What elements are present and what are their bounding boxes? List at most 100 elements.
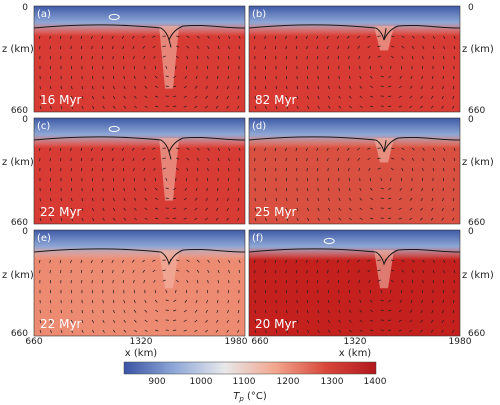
velocity-arrow [410,75,413,80]
velocity-arrow [380,289,383,294]
velocity-arrow [226,105,229,109]
velocity-arrow [206,299,208,304]
velocity-arrow [112,55,114,60]
velocity-arrow [112,187,115,192]
velocity-arrow [296,309,299,314]
velocity-arrow [443,45,445,50]
velocity-arrow [71,197,73,202]
x-tick-left-end: 1980 [225,337,248,347]
colorbar-label-sub: p [238,395,244,403]
velocity-arrow [369,187,373,191]
velocity-arrow [176,259,180,262]
velocity-arrow [215,217,219,221]
colorbar-tick: 1100 [233,377,256,387]
velocity-arrow [419,105,423,109]
velocity-arrow [207,55,209,60]
velocity-arrow [370,197,374,200]
velocity-arrow [328,217,331,221]
velocity-arrow [380,187,384,190]
velocity-arrow [431,85,434,90]
velocity-arrow [111,147,114,152]
velocity-arrow [422,35,425,39]
velocity-arrow [217,55,219,60]
velocity-arrow [369,75,373,79]
velocity-arrow [81,95,84,100]
velocity-arrow [346,147,350,151]
velocity-arrow [122,269,125,274]
velocity-arrow [328,95,331,99]
velocity-arrow [317,329,320,333]
velocity-arrow [422,279,424,284]
colorbar-tick: 900 [148,377,165,387]
velocity-arrow [431,75,434,80]
colorbar-tick: 1300 [321,377,344,387]
velocity-arrow [387,319,392,322]
velocity-arrow [92,207,94,212]
velocity-arrow [121,35,125,39]
velocity-arrow [369,299,373,303]
velocity-arrow [102,85,105,90]
velocity-arrow [60,197,62,202]
velocity-arrow [91,157,93,162]
velocity-arrow [326,45,329,50]
velocity-arrow [391,259,395,262]
velocity-arrow [217,269,220,274]
velocity-arrow [370,105,374,108]
velocity-arrow [39,319,42,324]
velocity-arrow [172,329,177,331]
velocity-arrow [346,259,350,263]
panel-frame [33,5,246,113]
velocity-arrow [92,329,95,333]
velocity-arrow [254,217,257,222]
velocity-arrow [238,299,240,304]
velocity-arrow [123,329,127,333]
velocity-arrow [194,197,198,201]
velocity-arrow [59,147,62,152]
velocity-arrow [152,45,156,49]
subducting-slab [374,250,395,289]
velocity-arrow [328,319,331,323]
velocity-arrow [237,85,240,90]
velocity-arrow [123,217,127,221]
velocity-field [253,259,456,334]
velocity-arrow [367,157,371,161]
velocity-arrow [390,65,392,70]
velocity-arrow [172,85,177,88]
velocity-arrow [162,279,166,282]
velocity-arrow [367,35,371,38]
velocity-arrow [238,45,241,50]
velocity-arrow [154,187,158,191]
velocity-arrow [102,197,105,202]
velocity-arrow [327,85,330,90]
panel-time: 25 Myr [255,205,297,219]
panel-time: 16 Myr [40,93,82,107]
velocity-arrow [133,187,136,192]
velocity-arrow [441,95,444,99]
velocity-arrow [101,45,104,50]
velocity-arrow [296,207,299,212]
velocity-arrow [162,55,166,58]
panel-time: 20 Myr [255,317,297,331]
velocity-arrow [254,105,257,110]
velocity-arrow [152,269,156,273]
velocity-arrow [237,329,240,333]
velocity-arrow [38,259,41,264]
velocity-arrow [207,157,210,162]
z-tick-bottom: 660 [468,106,485,116]
velocity-arrow [307,207,309,212]
velocity-arrow [357,147,360,151]
velocity-arrow [81,207,84,212]
velocity-arrow [327,309,330,314]
velocity-arrow [307,197,309,202]
velocity-arrow [81,217,84,222]
velocity-arrow [60,309,62,314]
velocity-arrow [307,187,309,192]
velocity-arrow [216,309,219,314]
velocity-arrow [422,259,425,263]
velocity-arrow [142,259,145,263]
velocity-arrow [401,55,404,60]
velocity-arrow [338,85,341,90]
velocity-arrow [176,147,180,150]
velocity-arrow [286,197,288,202]
velocity-arrow [337,269,340,274]
